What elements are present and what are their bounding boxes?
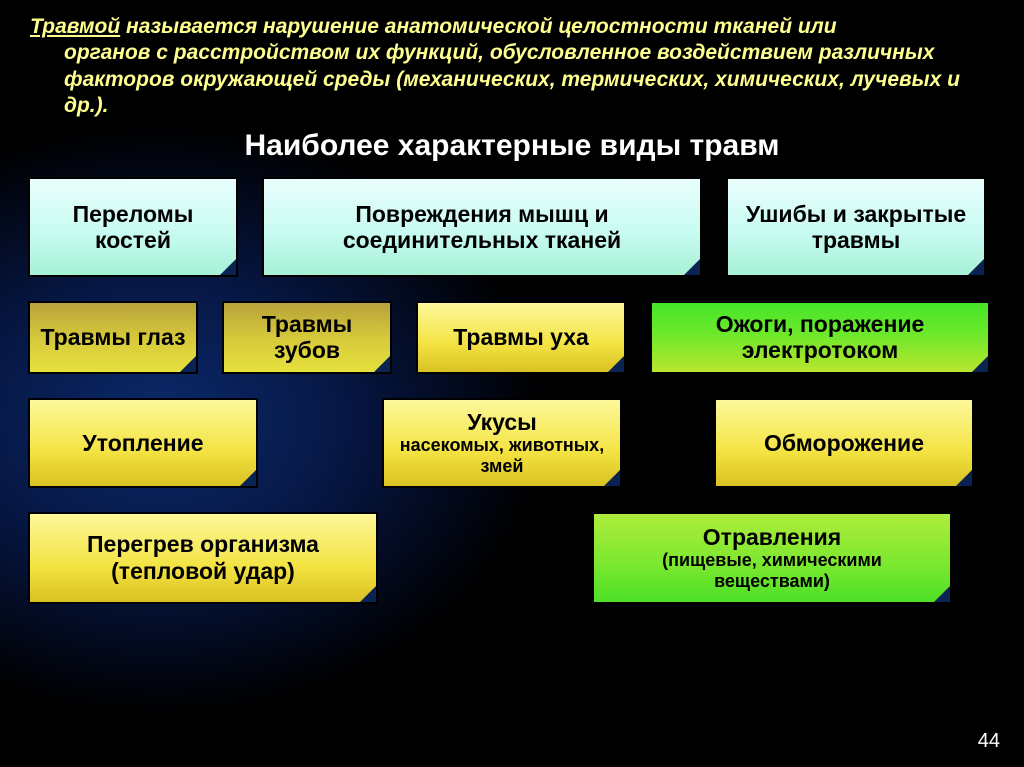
trauma-grid: Переломы костей Повреждения мышц и соедин… <box>0 163 1024 604</box>
trauma-box: Травмы зубов <box>222 301 392 374</box>
corner-fold-icon <box>934 586 950 602</box>
trauma-box-main: Травмы уха <box>453 324 589 350</box>
trauma-box: Травмы глаз <box>28 301 198 374</box>
corner-fold-icon <box>684 259 700 275</box>
trauma-box-main: Отравления <box>703 524 841 550</box>
trauma-box-main: Травмы зубов <box>234 311 380 364</box>
trauma-box: Ушибы и закрытые травмы <box>726 177 986 277</box>
trauma-row: Утопление Укусынасекомых, животных, змей О… <box>28 398 996 488</box>
trauma-row: Перегрев организма (тепловой удар) Отравл… <box>28 512 996 604</box>
definition-term: Травмой <box>30 15 120 38</box>
trauma-box-main: Ожоги, поражение электротоком <box>662 311 978 364</box>
trauma-box: Травмы уха <box>416 301 626 374</box>
corner-fold-icon <box>360 586 376 602</box>
trauma-box: Ожоги, поражение электротоком <box>650 301 990 374</box>
corner-fold-icon <box>968 259 984 275</box>
corner-fold-icon <box>180 356 196 372</box>
trauma-box-main: Ушибы и закрытые травмы <box>738 201 974 254</box>
definition-rest: органов с расстройством их функций, обус… <box>30 40 994 119</box>
trauma-box-main: Укусы <box>467 409 537 435</box>
trauma-box: Отравления(пищевые, химическими вещества… <box>592 512 952 604</box>
corner-fold-icon <box>608 356 624 372</box>
trauma-box: Повреждения мышц и соединительных тканей <box>262 177 702 277</box>
corner-fold-icon <box>240 470 256 486</box>
trauma-box: Укусынасекомых, животных, змей <box>382 398 622 488</box>
corner-fold-icon <box>956 470 972 486</box>
trauma-box: Перегрев организма (тепловой удар) <box>28 512 378 604</box>
trauma-row: Переломы костей Повреждения мышц и соедин… <box>28 177 996 277</box>
corner-fold-icon <box>972 356 988 372</box>
trauma-row: Травмы глаз Травмы зубов Травмы уха Ожоги, … <box>28 301 996 374</box>
corner-fold-icon <box>374 356 390 372</box>
trauma-box: Переломы костей <box>28 177 238 277</box>
corner-fold-icon <box>220 259 236 275</box>
definition-first: называется нарушение анатомической целос… <box>120 15 836 38</box>
page-title: Наиболее характерные виды травм <box>0 129 1024 163</box>
trauma-box-main: Перегрев организма (тепловой удар) <box>40 531 366 584</box>
trauma-box-sub: насекомых, животных, змей <box>394 435 610 476</box>
trauma-box: Обморожение <box>714 398 974 488</box>
definition-text: Травмой называется нарушение анатомическ… <box>0 0 1024 119</box>
trauma-box-main: Утопление <box>82 430 203 456</box>
trauma-box-main: Переломы костей <box>40 201 226 254</box>
corner-fold-icon <box>604 470 620 486</box>
page-number: 44 <box>978 730 1000 753</box>
trauma-box-main: Повреждения мышц и соединительных тканей <box>274 201 690 254</box>
trauma-box-sub: (пищевые, химическими веществами) <box>604 550 940 591</box>
trauma-box-main: Обморожение <box>764 430 924 456</box>
trauma-box: Утопление <box>28 398 258 488</box>
trauma-box-main: Травмы глаз <box>40 324 185 350</box>
